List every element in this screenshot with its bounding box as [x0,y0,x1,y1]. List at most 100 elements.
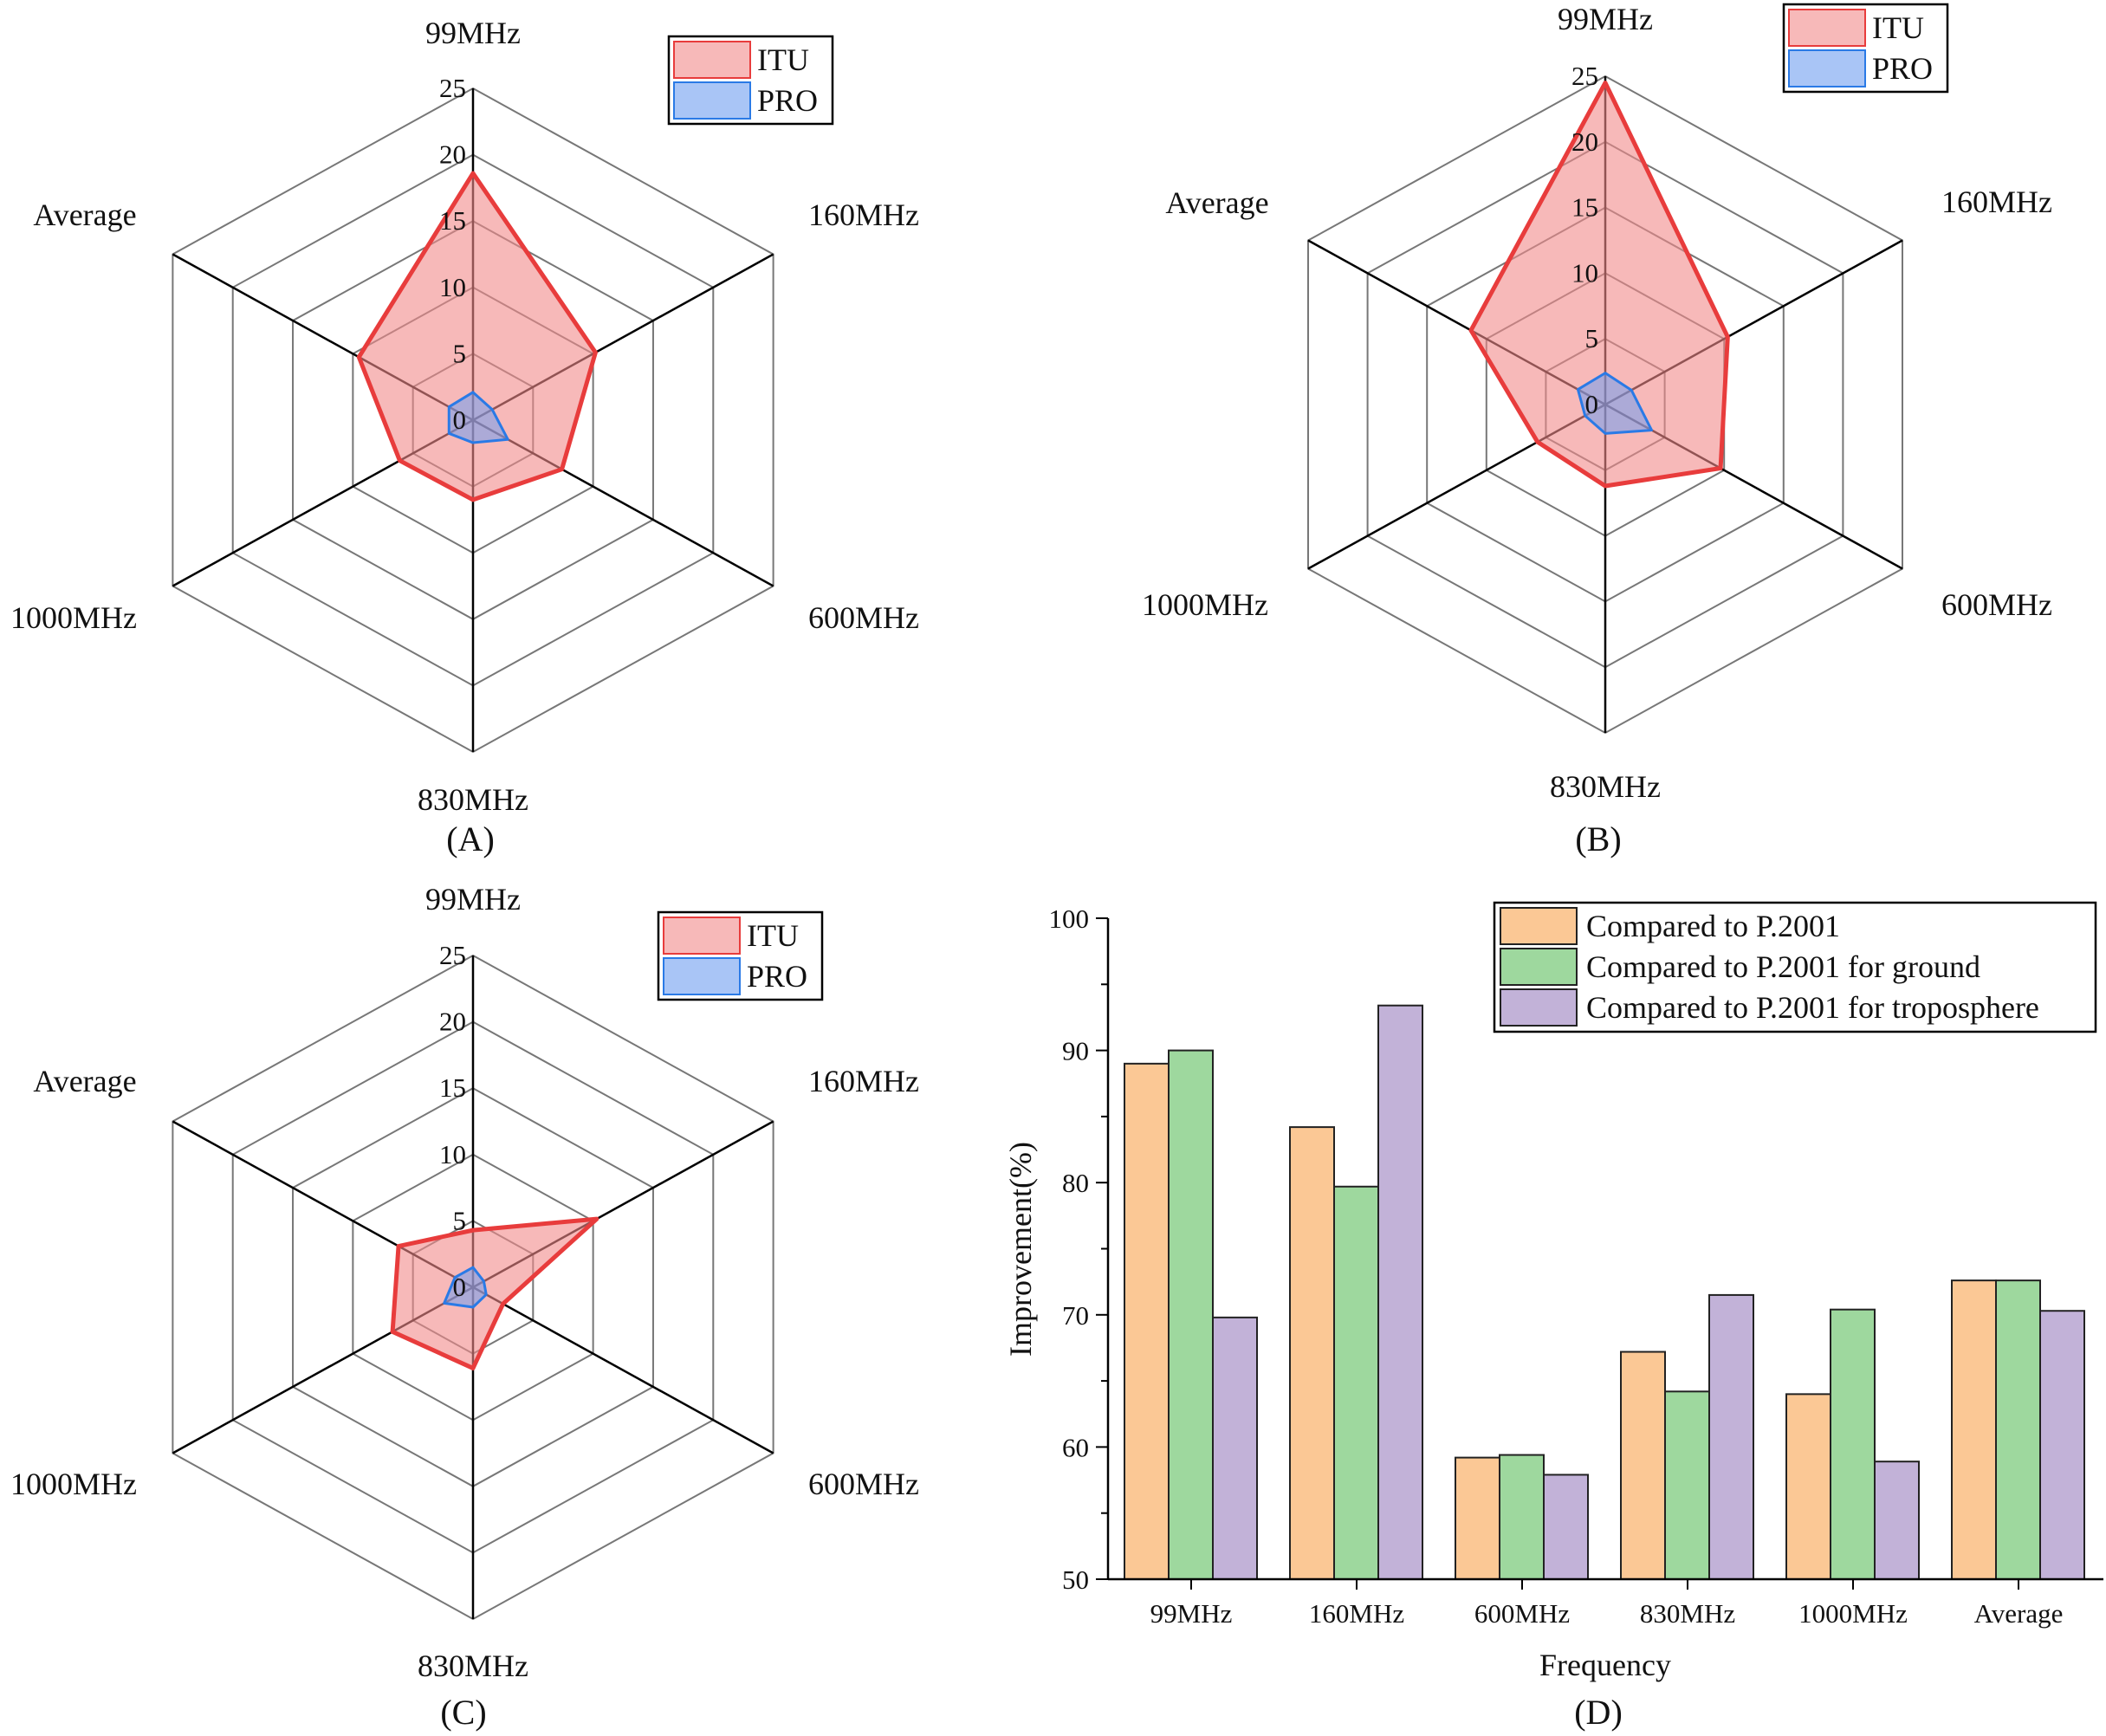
tick-label: 0 [453,1272,467,1302]
bar-chart: 99MHz 160MHz 600MHz 830MHz 1000MHz Average 50 6… [1003,901,2103,1732]
legend-label: ITU [1872,10,1924,45]
y-tick-label: 80 [1062,1168,1089,1198]
x-tick-label: 99MHz [1150,1598,1233,1629]
axis-label: 99MHz [1558,2,1653,36]
y-axis-label: Improvement(%) [1003,1142,1038,1357]
axis-label: 830MHz [418,1649,528,1683]
bar [1499,1454,1545,1581]
bar [1785,1393,1831,1580]
legend-label: PRO [1872,51,1933,86]
series-itu-polygon [1468,81,1730,489]
legend-swatch [1500,948,1578,986]
legend-label: Compared to P.2001 [1586,909,1840,943]
radar-chart-2: 0 5 10 15 20 25 99MHz 160MHz 600MHz 830MHz 1000MHz… [10,882,919,1732]
axis-label: 1000MHz [10,600,137,635]
axis-label: Average [33,1064,136,1098]
axis-label: 160MHz [1941,185,2052,219]
bar [1124,1062,1170,1580]
tick-label: 0 [1585,389,1599,419]
legend-swatch-pro [1788,49,1866,87]
axis-label: 600MHz [808,600,919,635]
legend-swatch [1500,988,1578,1027]
bar [1455,1456,1500,1581]
radar-chart-0: 0 5 10 15 20 25 99MHz 160MHz 600MHz 830MHz 1000MHz… [10,16,919,858]
bar [1874,1461,1920,1581]
bar [1168,1049,1214,1580]
legend-swatch [1500,907,1578,945]
bar [1543,1474,1589,1581]
axis-label: 99MHz [425,882,521,917]
y-tick-label: 50 [1062,1564,1089,1595]
series-pro-polygon [1576,372,1654,435]
tick-label: 10 [1571,257,1598,288]
axis-label: 830MHz [418,782,528,817]
legend-label: PRO [747,959,807,994]
legend: ITU PRO [657,910,824,1001]
axis-label: 600MHz [1941,587,2052,622]
axis-label: 1000MHz [10,1467,137,1501]
bar [1289,1126,1335,1581]
legend-swatch-pro [663,957,741,995]
tick-label: 20 [439,1007,466,1037]
tick-label: 10 [439,1139,466,1169]
bar [1995,1279,2041,1581]
tick-label: 5 [1585,323,1599,353]
panel-label: (B) [1575,819,1621,858]
legend-label: ITU [757,42,809,77]
tick-label: 25 [439,940,466,970]
axis-label: 1000MHz [1142,587,1268,622]
y-tick-label: 90 [1062,1036,1089,1066]
radial-axis [472,1286,774,1454]
axis-label: 160MHz [808,1064,919,1098]
x-axis-label: Frequency [1539,1648,1671,1682]
legend: ITU PRO [1782,3,1949,94]
bar [1664,1390,1710,1580]
x-tick-label: 830MHz [1640,1598,1735,1629]
tick-label: 25 [1571,61,1598,91]
tick-label: 10 [439,272,466,302]
y-tick-label: 70 [1062,1300,1089,1331]
legend-swatch-itu [663,917,741,955]
legend-label: Compared to P.2001 for ground [1586,949,1980,984]
axis-label: Average [33,198,136,232]
legend-box [1493,901,2097,1033]
tick-label: 25 [439,73,466,103]
tick-label: 15 [1571,192,1598,223]
series-itu-polygon [356,171,598,502]
tick-label: 5 [453,338,467,368]
legend-swatch-pro [673,81,751,120]
x-tick-label: 600MHz [1474,1598,1570,1629]
series-pro-polygon [443,1266,488,1309]
bar [1708,1293,1754,1581]
tick-label: 0 [453,405,467,435]
axis-label: 160MHz [808,198,919,232]
bar [1377,1004,1423,1580]
legend: ITU PRO [667,35,834,126]
tick-label: 20 [1571,126,1598,157]
axis-label: 830MHz [1550,769,1661,804]
panel-label: (C) [440,1693,486,1732]
axis-label: 600MHz [808,1467,919,1501]
legend-swatch-itu [673,41,751,79]
bar [1212,1316,1258,1581]
axis-label: 99MHz [425,16,521,50]
legend-label: PRO [757,83,818,118]
legend-label: Compared to P.2001 for troposphere [1586,990,2039,1025]
x-tick-label: Average [1974,1598,2064,1629]
legend: Compared to P.2001 Compared to P.2001 for… [1493,901,2097,1033]
bar [1830,1308,1876,1581]
tick-label: 15 [439,1072,466,1103]
tick-label: 20 [439,139,466,170]
panel-label: (D) [1574,1693,1623,1732]
series-itu-polygon [390,1216,599,1370]
bar [1333,1185,1379,1580]
x-tick-label: 1000MHz [1798,1598,1908,1629]
x-tick-label: 160MHz [1309,1598,1404,1629]
radar-chart-1: 0 5 10 15 20 25 99MHz 160MHz 600MHz 830MHz 1000MHz… [1142,2,2052,858]
series-pro-polygon [447,391,509,444]
panel-label: (A) [446,819,495,858]
legend-label: ITU [747,918,799,953]
tick-label: 15 [439,205,466,236]
bar [2039,1310,2085,1581]
